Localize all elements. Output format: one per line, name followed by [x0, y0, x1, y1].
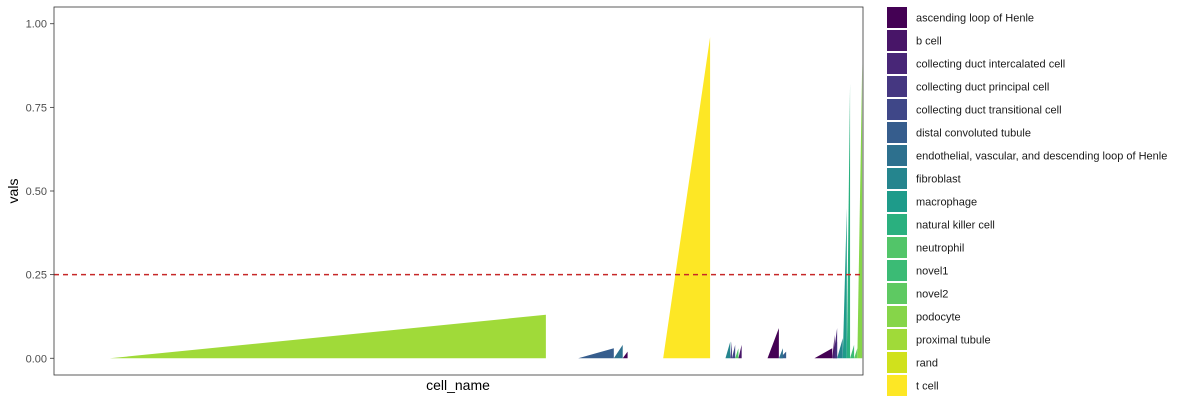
legend-key-7 [887, 168, 907, 189]
legend-key-14 [887, 329, 907, 350]
bar-block-4-0 [731, 344, 736, 359]
bar-block-13-0 [857, 63, 863, 359]
y-tick-label-0: 0.00 [26, 353, 47, 365]
bar-block-14-0 [109, 314, 546, 359]
legend-label-3: collecting duct principal cell [916, 82, 1049, 94]
legend-label-12: novel2 [916, 289, 948, 301]
legend-label-7: fibroblast [916, 174, 961, 186]
y-tick-label-1: 0.25 [26, 270, 47, 282]
bar-block-3-1 [834, 341, 838, 359]
legend-key-1 [887, 30, 907, 51]
bar-block-0-0 [622, 351, 628, 359]
bar-block-3-0 [730, 341, 732, 359]
bar-block-16-0 [663, 37, 711, 359]
bar-block-7-0 [725, 341, 731, 359]
bar-block-11-0 [850, 344, 855, 359]
legend-label-0: ascending loop of Henle [916, 13, 1034, 25]
legend-key-8 [887, 191, 907, 212]
legend-label-1: b cell [916, 36, 942, 48]
legend-key-9 [887, 214, 907, 235]
bar-block-0-1 [767, 328, 779, 359]
legend-label-10: neutrophil [916, 243, 964, 255]
y-tick-label-3: 0.75 [26, 102, 47, 114]
bar-block-7-1 [837, 338, 843, 359]
legend-label-16: t cell [916, 381, 939, 393]
legend-key-10 [887, 237, 907, 258]
legend-key-4 [887, 99, 907, 120]
legend-key-3 [887, 76, 907, 97]
legend-key-15 [887, 352, 907, 373]
legend-key-6 [887, 145, 907, 166]
bar-block-8-0 [842, 207, 847, 359]
legend-key-5 [887, 122, 907, 143]
legend-label-11: novel1 [916, 266, 948, 278]
legend-label-4: collecting duct transitional cell [916, 105, 1062, 117]
bar-block-9-0 [846, 83, 851, 359]
bar-block-12-0 [854, 348, 858, 359]
bar-block-1-0 [738, 344, 742, 359]
legend-key-13 [887, 306, 907, 327]
legend-key-12 [887, 283, 907, 304]
legend-label-9: natural killer cell [916, 220, 995, 232]
y-axis-title: vals [5, 179, 21, 204]
legend-label-5: distal convoluted tubule [916, 128, 1031, 140]
y-axis: 0.00 0.25 0.50 0.75 1.00 [26, 19, 54, 365]
bar-block-6-0 [613, 344, 623, 359]
bar-block-10-0 [735, 348, 739, 359]
panel-background [54, 7, 863, 375]
y-tick-label-2: 0.50 [26, 186, 47, 198]
legend-label-13: podocyte [916, 312, 961, 324]
legend-key-0 [887, 7, 907, 28]
y-tick-label-4: 1.00 [26, 19, 47, 31]
bar-block-6-1 [778, 348, 783, 359]
bar-block-5-0 [578, 348, 614, 359]
bar-block-0-2 [814, 348, 833, 359]
legend-label-2: collecting duct intercalated cell [916, 59, 1065, 71]
legend-key-16 [887, 375, 907, 396]
plot-area [53, 6, 864, 376]
x-axis-title: cell_name [426, 377, 490, 393]
legend-label-15: rand [916, 358, 938, 370]
legend-key-11 [887, 260, 907, 281]
legend-label-6: endothelial, vascular, and descending lo… [916, 151, 1167, 163]
legend-label-8: macrophage [916, 197, 977, 209]
legend-label-14: proximal tubule [916, 335, 991, 347]
legend-key-2 [887, 53, 907, 74]
legend: ascending loop of Henle b cell collecting … [887, 7, 1167, 396]
